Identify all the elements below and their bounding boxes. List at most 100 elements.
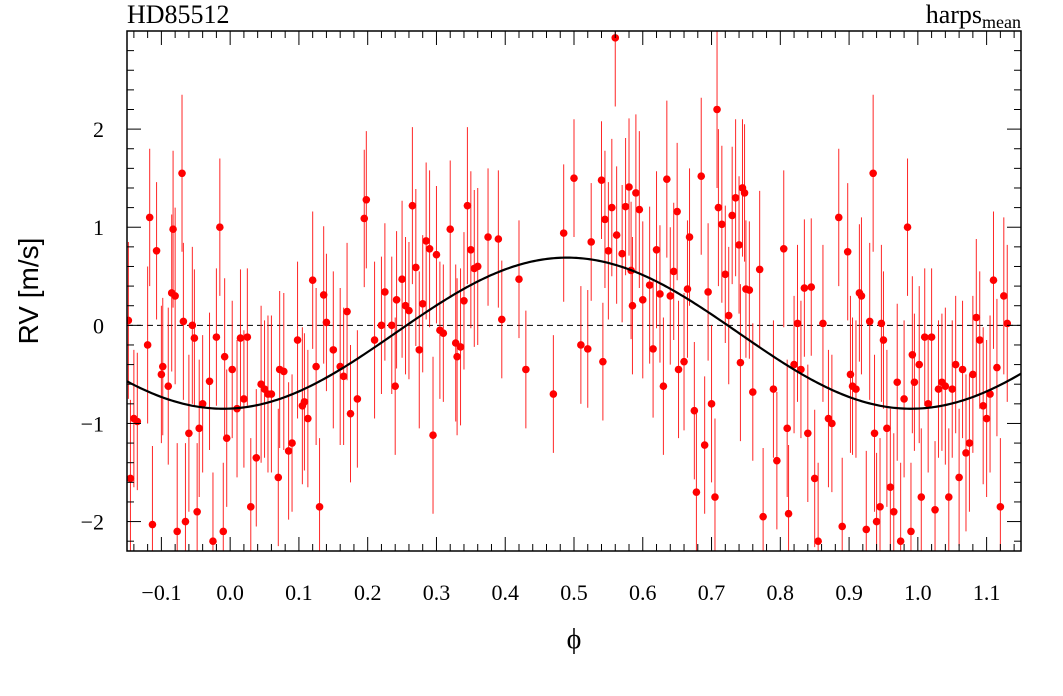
x-tick-label: 0.7 xyxy=(698,580,726,605)
data-point xyxy=(127,316,133,325)
data-point xyxy=(783,424,791,433)
data-point xyxy=(972,313,981,322)
data-point xyxy=(439,329,448,337)
data-point xyxy=(304,414,312,423)
data-point xyxy=(267,390,276,398)
data-point xyxy=(979,401,987,410)
data-point xyxy=(362,195,371,204)
data-point xyxy=(293,336,302,344)
data-point xyxy=(645,281,654,289)
data-point xyxy=(583,345,592,353)
data-point xyxy=(989,276,998,285)
data-point xyxy=(931,505,939,514)
data-point xyxy=(865,317,874,326)
data-point xyxy=(993,363,1001,372)
data-point xyxy=(415,346,424,354)
data-point xyxy=(889,507,898,516)
data-point xyxy=(819,319,827,328)
x-tick-label: 0.3 xyxy=(423,580,451,605)
data-point xyxy=(252,453,261,462)
chart-title: HD85512 xyxy=(127,0,230,29)
data-point xyxy=(604,246,613,255)
data-point xyxy=(391,382,400,390)
data-point xyxy=(608,203,616,212)
data-point xyxy=(869,169,877,178)
data-point xyxy=(903,223,912,232)
data-point xyxy=(274,473,283,482)
data-point xyxy=(198,400,207,408)
data-point xyxy=(728,211,736,220)
data-point xyxy=(962,449,970,457)
data-point xyxy=(769,385,778,393)
data-point xyxy=(674,365,683,374)
data-point xyxy=(685,233,694,241)
data-point xyxy=(955,473,963,482)
data-point xyxy=(522,365,530,374)
data-point xyxy=(618,249,626,258)
data-point xyxy=(169,225,177,233)
data-point xyxy=(240,395,248,403)
data-point xyxy=(219,527,228,536)
y-tick-label: 1 xyxy=(93,215,104,240)
data-point xyxy=(158,362,167,371)
data-point xyxy=(418,299,427,308)
data-point xyxy=(412,263,420,272)
data-point xyxy=(857,292,866,300)
x-tick-label: −0.1 xyxy=(141,580,181,605)
data-point xyxy=(133,417,142,426)
data-point xyxy=(683,285,692,293)
data-point xyxy=(193,507,201,516)
data-point xyxy=(577,341,585,349)
instrument-label-main: harps xyxy=(926,0,982,29)
data-point xyxy=(749,388,757,396)
data-point xyxy=(638,296,647,304)
x-tick-label: 0.9 xyxy=(835,580,863,605)
data-point xyxy=(185,429,193,438)
data-point xyxy=(570,174,578,182)
data-point xyxy=(649,345,657,353)
data-point xyxy=(179,317,188,326)
data-point xyxy=(793,319,802,328)
data-point xyxy=(846,370,855,379)
data-point xyxy=(876,503,884,511)
data-point xyxy=(700,441,709,449)
model-curve xyxy=(127,256,1021,410)
data-point xyxy=(628,301,637,310)
data-point xyxy=(209,537,217,545)
data-point xyxy=(236,334,245,342)
y-axis-label: RV [m/s] xyxy=(13,238,44,345)
instrument-label: harpsmean xyxy=(926,0,1021,32)
data-point xyxy=(900,395,908,403)
data-point xyxy=(652,245,661,254)
x-tick-label: 0.5 xyxy=(560,580,588,605)
data-point xyxy=(927,333,936,341)
data-point xyxy=(339,372,348,381)
data-point xyxy=(145,213,154,222)
y-tick-label: 0 xyxy=(93,313,104,338)
data-point xyxy=(494,235,503,243)
data-point xyxy=(601,215,609,224)
data-point xyxy=(948,385,957,393)
data-point xyxy=(467,245,475,254)
data-point xyxy=(718,220,726,229)
data-point xyxy=(755,265,764,274)
data-point xyxy=(745,286,754,294)
data-point xyxy=(597,176,606,184)
data-point xyxy=(759,512,767,521)
data-point xyxy=(807,283,816,291)
data-point xyxy=(599,357,607,366)
data-point xyxy=(917,493,926,501)
data-point xyxy=(958,365,967,374)
data-point xyxy=(216,223,224,232)
data-point xyxy=(692,488,701,496)
x-tick-label: 0.0 xyxy=(216,580,244,605)
data-point xyxy=(862,525,871,534)
y-tick-label: −2 xyxy=(81,510,104,535)
data-point xyxy=(800,284,809,292)
data-point xyxy=(872,517,881,526)
data-point xyxy=(246,503,255,511)
data-point xyxy=(173,527,182,536)
data-point xyxy=(731,193,740,202)
data-point xyxy=(515,275,523,284)
